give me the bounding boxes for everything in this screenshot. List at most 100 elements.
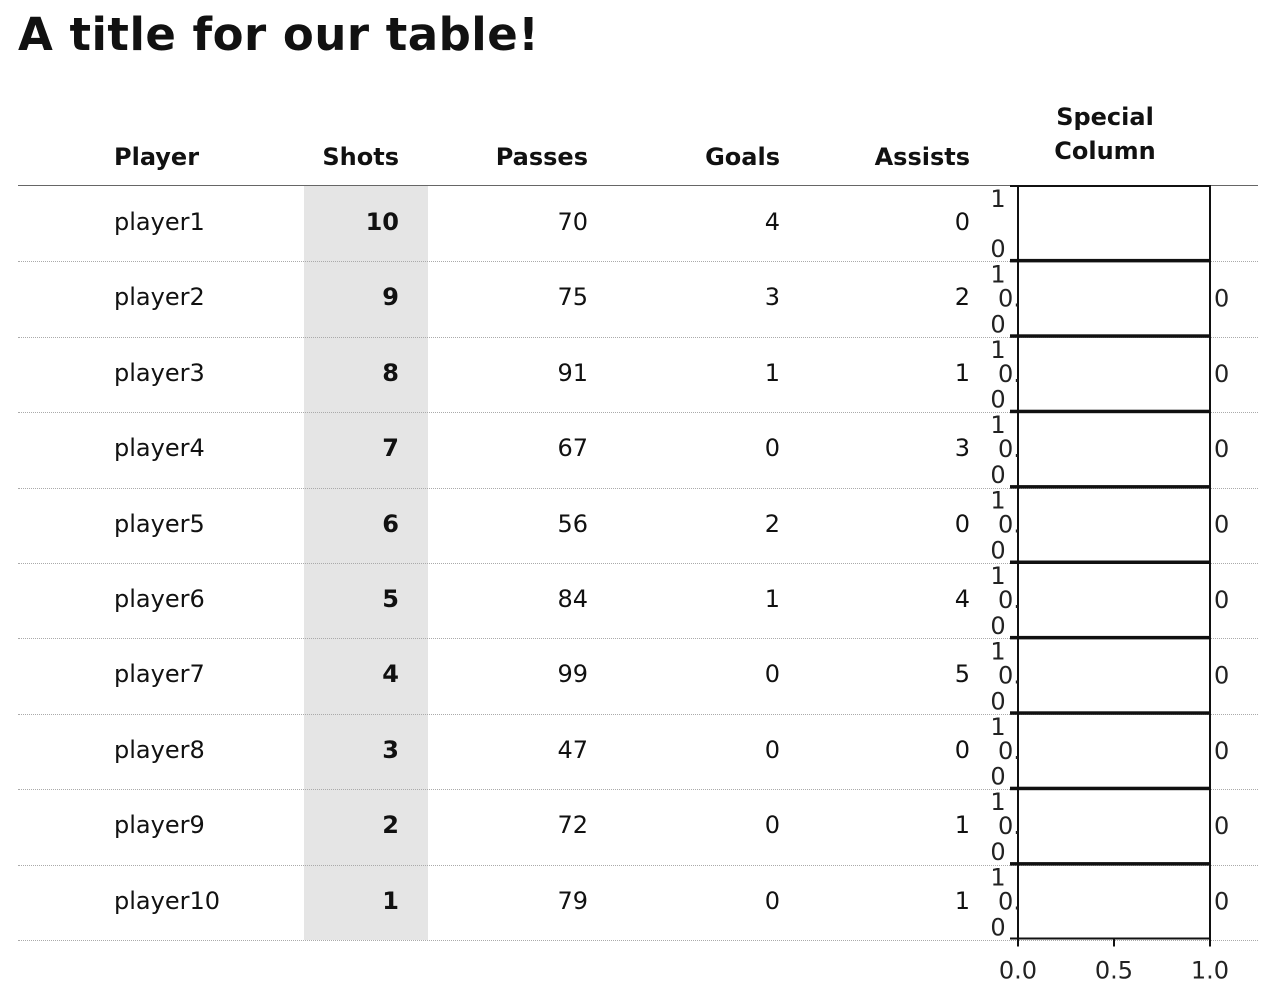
axes-frame: [1017, 712, 1211, 789]
ytick-label: 1: [990, 562, 1005, 590]
table-cell-shots: 8: [382, 358, 399, 387]
table-cell-passes: 70: [557, 208, 588, 236]
table-cell-shots: 6: [382, 509, 399, 538]
column-header: Shots: [322, 143, 399, 171]
axes-frame: [1017, 185, 1211, 261]
table-cell-shots: 5: [382, 585, 399, 613]
ytick-label: 0: [990, 235, 1005, 263]
table-cell-player: player10: [114, 886, 220, 915]
row-divider: [18, 864, 1258, 866]
row-divider: [18, 487, 1258, 489]
ytick-label: 0: [990, 461, 1005, 489]
ytick-label: 1: [990, 637, 1005, 665]
table-cell-player: player6: [114, 585, 205, 613]
ytick-label: 0: [990, 914, 1005, 942]
axes-frame: [1017, 863, 1211, 940]
table-cell-player: player2: [114, 283, 205, 312]
table-cell-passes: 56: [557, 509, 588, 538]
clipped-xtick-label: 0.: [998, 511, 1021, 539]
xtick-label: 0.0: [999, 957, 1037, 985]
row-divider: [18, 563, 1258, 564]
row-divider: [18, 261, 1258, 263]
table-cell-shots: 9: [382, 283, 399, 312]
table-cell-passes: 79: [557, 886, 588, 915]
table-cell-goals: 0: [764, 660, 780, 689]
clipped-xtick-label: 0.: [998, 812, 1021, 840]
table-cell-player: player9: [114, 811, 205, 840]
row-divider: [18, 638, 1258, 640]
clipped-xtick-label: 0: [1214, 812, 1229, 840]
clipped-xtick-label: 0.: [998, 661, 1021, 689]
axes-frame: [1017, 562, 1211, 638]
ytick-label: 0: [990, 687, 1005, 715]
table-cell-assists: 0: [954, 735, 970, 764]
table-cell-goals: 0: [764, 434, 780, 463]
row-divider: [18, 789, 1258, 791]
table-cell-goals: 2: [764, 509, 780, 538]
clipped-xtick-label: 0.: [998, 586, 1021, 614]
ytick-label: 1: [990, 788, 1005, 816]
table-cell-passes: 99: [557, 660, 588, 689]
column-header: Assists: [874, 143, 970, 171]
table-cell-shots: 10: [365, 208, 399, 236]
clipped-xtick-label: 0.: [998, 888, 1021, 916]
ytick-label: 0: [990, 763, 1005, 791]
table-cell-passes: 91: [557, 358, 588, 387]
axes-frame: [1017, 486, 1211, 563]
clipped-xtick-label: 0: [1214, 435, 1229, 463]
clipped-xtick-label: 0: [1214, 661, 1229, 689]
table-cell-passes: 47: [557, 735, 588, 764]
table-cell-goals: 0: [764, 811, 780, 840]
axes-frame: [1017, 788, 1211, 865]
table-cell-shots: 7: [382, 434, 399, 463]
header-divider: [18, 185, 1258, 186]
table-cell-goals: 1: [764, 585, 780, 613]
clipped-xtick-label: 0: [1214, 888, 1229, 916]
table-title: A title for our table!: [18, 8, 540, 61]
row-divider: [18, 336, 1258, 338]
row-divider: [18, 713, 1258, 715]
table-cell-player: player8: [114, 735, 205, 764]
table-cell-assists: 0: [954, 208, 970, 236]
clipped-xtick-label: 0: [1214, 586, 1229, 614]
table-cell-passes: 72: [557, 811, 588, 840]
ytick-label: 1: [990, 411, 1005, 439]
clipped-xtick-label: 0: [1214, 511, 1229, 539]
clipped-xtick-label: 0.: [998, 435, 1021, 463]
ytick-label: 0: [990, 612, 1005, 640]
clipped-xtick-label: 0.: [998, 284, 1021, 312]
ytick-label: 1: [990, 487, 1005, 515]
axes-frame: [1017, 260, 1211, 337]
table-cell-assists: 1: [954, 358, 970, 387]
table-cell-assists: 1: [954, 811, 970, 840]
ytick-label: 1: [990, 185, 1005, 213]
table-cell-passes: 67: [557, 434, 588, 463]
row-divider: [18, 412, 1258, 414]
row-divider: [18, 940, 1258, 941]
clipped-xtick-label: 0: [1214, 284, 1229, 312]
ytick-label: 1: [990, 864, 1005, 892]
table-cell-shots: 4: [382, 660, 399, 689]
table-cell-assists: 1: [954, 886, 970, 915]
table-cell-goals: 0: [764, 735, 780, 764]
table-cell-player: player4: [114, 434, 205, 463]
ytick-label: 1: [990, 336, 1005, 364]
table-cell-player: player7: [114, 660, 205, 689]
table-cell-passes: 84: [557, 585, 588, 613]
axes-frame: [1017, 335, 1211, 412]
table-cell-goals: 0: [764, 886, 780, 915]
column-header: Passes: [495, 143, 588, 171]
xtick-label: 1.0: [1191, 957, 1229, 985]
table-cell-passes: 75: [557, 283, 588, 312]
table-cell-assists: 2: [954, 283, 970, 312]
ytick-label: 1: [990, 260, 1005, 288]
clipped-xtick-label: 0.: [998, 737, 1021, 765]
clipped-xtick-label: 0.: [998, 360, 1021, 388]
column-header: Special Column: [1054, 103, 1156, 165]
ytick-label: 0: [990, 838, 1005, 866]
table-cell-player: player1: [114, 208, 205, 236]
column-header: Player: [114, 143, 200, 171]
table-cell-shots: 1: [382, 886, 399, 915]
ytick-label: 0: [990, 386, 1005, 414]
